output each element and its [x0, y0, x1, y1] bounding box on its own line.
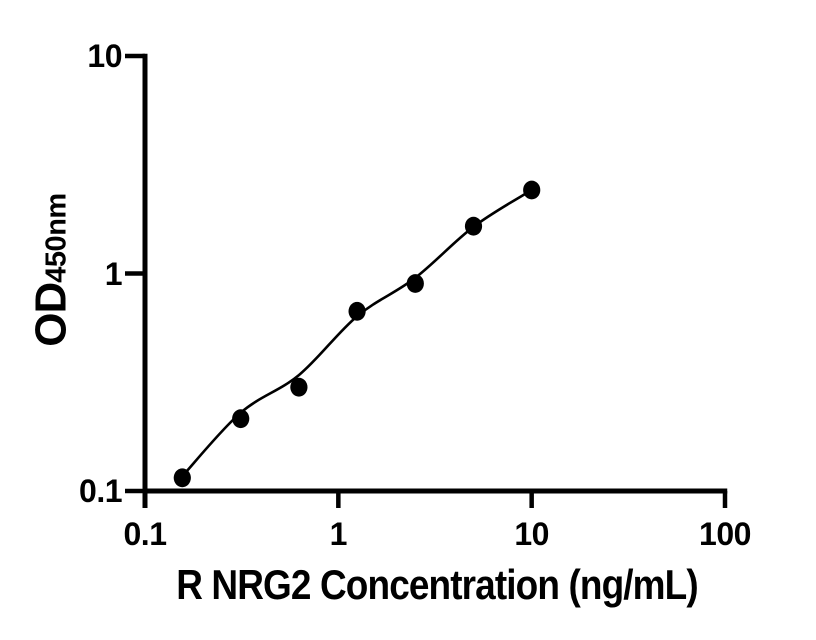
data-point-marker: [290, 377, 308, 397]
data-point-marker: [464, 216, 483, 236]
y-axis-title: OD450nm: [26, 193, 79, 347]
y-axis-title-subscript: 450nm: [40, 193, 73, 283]
data-point-marker: [232, 409, 250, 429]
y-tick-label: 0.1: [79, 473, 122, 509]
x-tick-label: 0.1: [123, 516, 167, 552]
x-tick-label: 100: [699, 516, 751, 552]
x-axis-title: R NRG2 Concentration (ng/mL): [141, 564, 734, 606]
y-axis-title-main: OD: [26, 282, 76, 347]
x-tick-label: 10: [514, 516, 549, 552]
x-tick-label: 1: [329, 516, 348, 552]
x-axis-title-text: R NRG2 Concentration (ng/mL): [176, 561, 698, 608]
data-point-marker: [173, 468, 191, 488]
data-point-marker: [348, 301, 366, 321]
data-point-marker: [523, 180, 541, 200]
data-point-marker: [406, 274, 424, 293]
y-tick-label: 10: [87, 38, 122, 74]
y-tick-label: 1: [104, 255, 123, 292]
